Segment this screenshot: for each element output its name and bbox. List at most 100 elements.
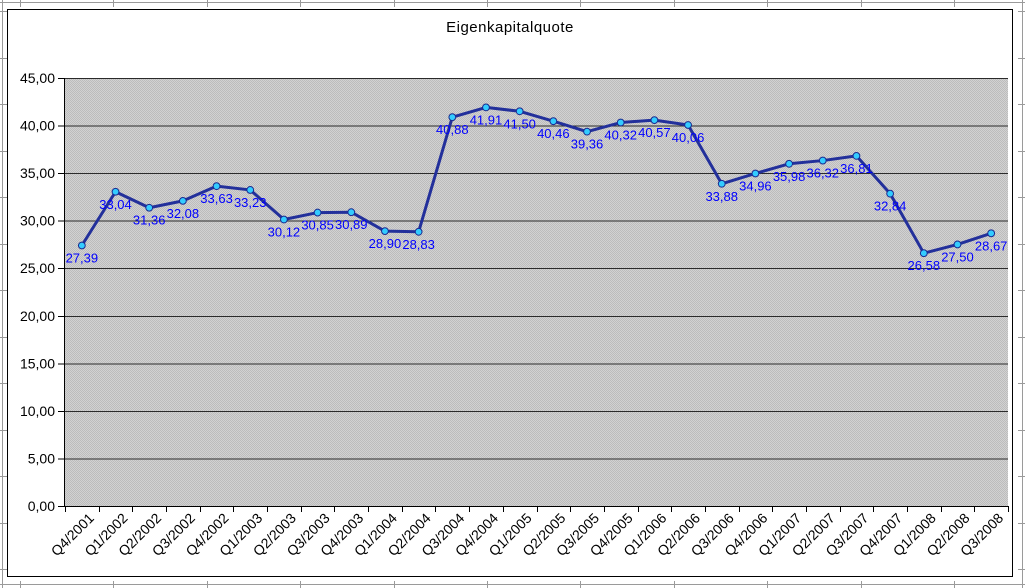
sheet-gridline-stub — [0, 244, 7, 245]
data-label: 33,88 — [705, 189, 738, 204]
sheet-gridline-stub — [0, 58, 7, 59]
sheet-gridline-stub — [0, 569, 7, 570]
y-axis-label: 40,00 — [20, 118, 55, 134]
data-point[interactable] — [178, 196, 187, 205]
sheet-gridline-stub — [0, 337, 7, 338]
sheet-gridline-stub — [0, 11, 7, 12]
y-axis-label: 25,00 — [20, 260, 55, 276]
sheet-gridline-stub — [0, 383, 7, 384]
sheet-gridline-stub — [0, 197, 7, 198]
sheet-gridline-stub — [0, 151, 7, 152]
data-point[interactable] — [280, 215, 288, 224]
data-point[interactable] — [886, 189, 895, 198]
sheet-gridline-stub — [1018, 151, 1025, 152]
y-axis-label: 35,00 — [20, 165, 55, 181]
y-axis-label: 45,00 — [20, 70, 55, 86]
data-point[interactable] — [852, 151, 861, 160]
sheet-gridline-stub — [113, 581, 114, 588]
data-label: 32,08 — [167, 206, 200, 221]
data-label: 32,84 — [874, 199, 907, 214]
sheet-gridline-stub — [580, 0, 581, 7]
sheet-gridline-stub — [954, 0, 955, 7]
sheet-gridline-stub — [1018, 11, 1025, 12]
data-label: 30,12 — [268, 225, 301, 240]
sheet-gridline-stub — [0, 104, 7, 105]
sheet-gridline-stub — [1018, 58, 1025, 59]
plot-area[interactable] — [65, 78, 1008, 506]
data-point[interactable] — [785, 159, 793, 168]
sheet-gridline-stub — [394, 581, 395, 588]
sheet-gridline-stub — [487, 581, 488, 588]
sheet-gridline-stub — [0, 290, 7, 291]
data-point[interactable] — [549, 117, 558, 126]
data-label: 26,58 — [908, 258, 941, 273]
data-point[interactable] — [414, 227, 423, 236]
sheet-gridline-stub — [1018, 569, 1025, 570]
data-point[interactable] — [448, 113, 457, 122]
data-point[interactable] — [347, 208, 356, 217]
sheet-gridline-stub — [1018, 104, 1025, 105]
data-point[interactable] — [684, 121, 692, 129]
data-point[interactable] — [515, 107, 524, 116]
data-label: 28,83 — [402, 237, 435, 252]
data-point[interactable] — [381, 227, 389, 236]
data-point[interactable] — [987, 229, 996, 238]
y-axis-label: 20,00 — [20, 308, 55, 324]
data-point[interactable] — [212, 182, 221, 191]
sheet-gridline-stub — [674, 581, 675, 588]
data-label: 33,04 — [99, 197, 132, 212]
sheet-gridline-stub — [1018, 430, 1025, 431]
data-label: 41,50 — [503, 116, 536, 131]
data-point[interactable] — [616, 118, 625, 127]
series-line[interactable] — [80, 105, 993, 255]
data-label: 40,57 — [638, 125, 671, 140]
data-label: 40,32 — [604, 128, 637, 143]
data-point[interactable] — [77, 241, 86, 250]
sheet-gridline-stub — [1018, 290, 1025, 291]
y-axis-label: 5,00 — [28, 450, 55, 466]
data-point[interactable] — [717, 179, 726, 188]
data-point[interactable] — [111, 187, 120, 196]
sheet-gridline-stub — [1018, 476, 1025, 477]
data-label: 40,46 — [537, 126, 570, 141]
data-point[interactable] — [919, 249, 928, 258]
sheet-gridline-stub — [861, 0, 862, 7]
data-point[interactable] — [650, 116, 659, 125]
sheet-gridline-stub — [861, 581, 862, 588]
data-label: 40,88 — [436, 122, 469, 137]
data-point[interactable] — [145, 203, 154, 212]
data-point[interactable] — [751, 169, 760, 178]
chart-title[interactable]: Eigenkapitalquote — [446, 19, 574, 36]
sheet-gridline-bottom — [0, 584, 1025, 585]
data-label: 31,36 — [133, 213, 166, 228]
sheet-gridline-top — [0, 2, 1025, 3]
data-label: 35,98 — [773, 169, 806, 184]
sheet-gridline-stub — [1018, 337, 1025, 338]
data-label: 36,81 — [840, 161, 873, 176]
sheet-gridline-stub — [1018, 383, 1025, 384]
data-point[interactable] — [583, 127, 591, 136]
sheet-gridline-stub — [0, 430, 7, 431]
data-label: 30,85 — [301, 218, 334, 233]
sheet-gridline-stub — [487, 0, 488, 7]
data-point[interactable] — [953, 240, 962, 249]
data-label: 28,90 — [369, 236, 402, 251]
sheet-gridline-stub — [1018, 197, 1025, 198]
data-label: 34,96 — [739, 178, 772, 193]
data-point[interactable] — [818, 156, 827, 165]
y-axis-label: 10,00 — [20, 403, 55, 419]
data-label: 30,89 — [335, 217, 368, 232]
y-axis-label: 15,00 — [20, 355, 55, 371]
data-point[interactable] — [246, 186, 255, 194]
data-label: 33,23 — [234, 195, 267, 210]
y-axis-label: 0,00 — [28, 498, 55, 514]
data-point[interactable] — [313, 208, 322, 217]
data-label: 39,36 — [571, 137, 604, 152]
data-point[interactable] — [482, 103, 490, 112]
sheet-gridline-stub — [767, 0, 768, 7]
data-label: 27,39 — [66, 250, 99, 265]
sheet-gridline-stub — [394, 0, 395, 7]
